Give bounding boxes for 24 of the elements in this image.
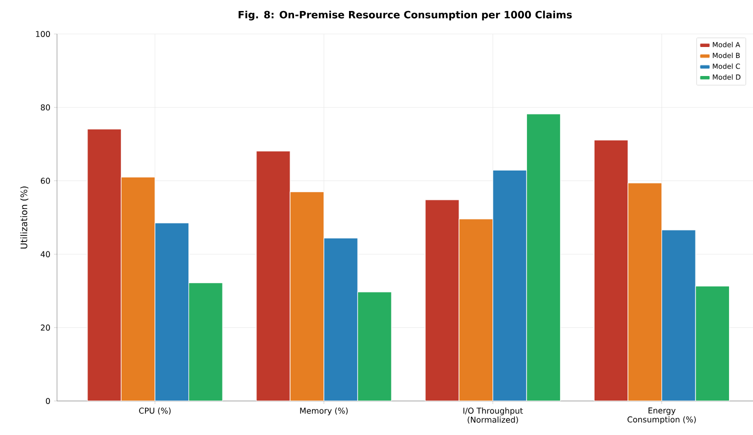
bar: [357, 292, 392, 401]
y-tick-label: 40: [40, 251, 50, 258]
bar: [87, 128, 122, 401]
chart-title: Fig. 8: On-Premise Resource Consumption per 1000 Claims: [238, 10, 572, 20]
y-tick-label: 20: [40, 324, 50, 331]
bar: [256, 150, 290, 401]
x-tick-label: Energy Consumption (%): [628, 408, 696, 424]
bar: [492, 170, 527, 401]
bar: [424, 200, 460, 401]
bar: [695, 286, 730, 401]
x-tick-label: I/O Throughput (Normalized): [463, 408, 523, 424]
bar: [526, 114, 561, 401]
bar: [661, 230, 696, 401]
bar: [324, 238, 358, 401]
bar: [154, 222, 190, 401]
x-tick-label: Memory (%): [300, 408, 348, 416]
bar: [594, 140, 628, 401]
y-tick-label: 0: [46, 398, 50, 404]
x-tick-label: CPU (%): [139, 408, 171, 415]
bar: [188, 282, 223, 401]
y-tick-label: 80: [40, 104, 50, 110]
y-tick-label: 60: [40, 178, 50, 184]
y-axis-title: Utilization (%): [20, 186, 28, 248]
y-tick-label: 100: [36, 30, 50, 38]
